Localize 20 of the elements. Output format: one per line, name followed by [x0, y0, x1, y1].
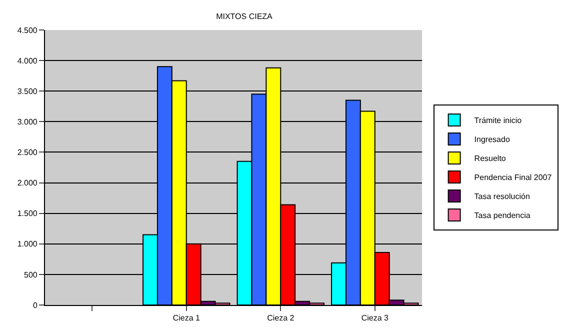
y-tick-label: 0	[32, 300, 38, 310]
legend-label: Pendencia Final 2007	[474, 173, 552, 182]
legend-label: Resuelto	[474, 154, 506, 164]
y-tick-label: 2.000	[17, 178, 38, 188]
y-tick-label: 2.500	[17, 148, 38, 158]
legend-label: Trámite inicio	[474, 116, 522, 126]
y-tick-label: 4.500	[17, 26, 38, 35]
chart-title: MIXTOS CIEZA	[216, 12, 274, 21]
x-tick-label: Cieza 2	[267, 314, 295, 323]
y-tick-label: 3.500	[17, 86, 38, 96]
y-tick-label: 500	[24, 270, 38, 280]
x-tick-label: Cieza 3	[361, 314, 389, 323]
y-tick-label: 4.000	[17, 56, 38, 66]
legend-label: Tasa resolución	[474, 192, 530, 202]
x-tick-label: Cieza 1	[172, 314, 200, 323]
y-tick-label: 3.000	[17, 117, 38, 126]
legend-label: Ingresado	[474, 135, 510, 144]
y-tick-label: 1.500	[17, 209, 38, 218]
y-tick-label: 1.000	[17, 240, 38, 249]
legend-label: Tasa pendencia	[474, 211, 531, 220]
